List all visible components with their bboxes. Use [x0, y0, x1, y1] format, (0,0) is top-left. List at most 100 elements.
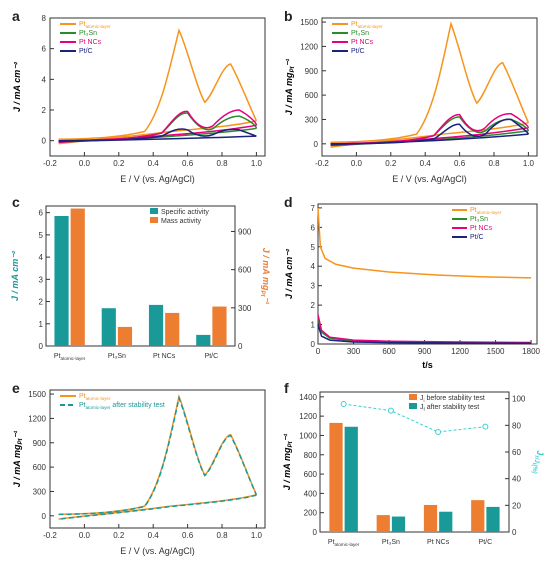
svg-text:-0.2: -0.2	[315, 159, 329, 168]
svg-text:0: 0	[316, 347, 321, 356]
svg-text:1200: 1200	[451, 347, 469, 356]
svg-text:8: 8	[42, 14, 47, 23]
svg-text:1400: 1400	[299, 393, 317, 402]
svg-text:0.4: 0.4	[148, 531, 160, 540]
svg-text:Pt NCs: Pt NCs	[427, 539, 450, 546]
svg-text:Pt NCs: Pt NCs	[153, 353, 176, 360]
svg-text:1: 1	[39, 320, 44, 329]
svg-text:900: 900	[418, 347, 432, 356]
svg-text:0: 0	[39, 342, 44, 351]
svg-text:600: 600	[238, 266, 252, 275]
svg-text:0: 0	[42, 512, 47, 521]
svg-text:5: 5	[39, 231, 44, 240]
svg-text:900: 900	[305, 67, 319, 76]
svg-text:900: 900	[33, 439, 47, 448]
svg-text:J / mA cm⁻²: J / mA cm⁻²	[284, 248, 294, 299]
svg-text:4: 4	[39, 253, 44, 262]
panel-f-label: f	[284, 380, 289, 396]
svg-text:0.0: 0.0	[79, 159, 91, 168]
svg-text:300: 300	[347, 347, 361, 356]
svg-text:0.0: 0.0	[79, 531, 91, 540]
svg-text:0.8: 0.8	[216, 159, 228, 168]
chart-b: -0.20.00.20.40.60.81.0E / V (vs. Ag/AgCl…	[280, 8, 545, 186]
panel-a: a -0.20.00.20.40.60.81.0E / V (vs. Ag/Ag…	[8, 8, 274, 188]
svg-text:Pt/C: Pt/C	[79, 48, 93, 55]
svg-text:1000: 1000	[299, 431, 317, 440]
svg-text:300: 300	[33, 487, 47, 496]
svg-text:Jr/Ji(%): Jr/Ji(%)	[531, 450, 545, 473]
svg-text:0.6: 0.6	[454, 159, 466, 168]
chart-f: 0200400600800100012001400020406080100J /…	[280, 380, 545, 558]
svg-text:Pt/C: Pt/C	[351, 48, 365, 55]
svg-text:E / V (vs. Ag/AgCl): E / V (vs. Ag/AgCl)	[392, 174, 467, 184]
svg-text:1200: 1200	[300, 42, 318, 51]
svg-text:Pt₃Sn: Pt₃Sn	[382, 539, 400, 546]
chart-e: -0.20.00.20.40.60.81.0E / V (vs. Ag/AgCl…	[8, 380, 273, 558]
svg-text:Ptatomic-layer after stability: Ptatomic-layer after stability test	[79, 402, 165, 410]
svg-text:J / mA cm⁻²: J / mA cm⁻²	[12, 61, 22, 112]
svg-text:0.2: 0.2	[113, 159, 125, 168]
svg-text:800: 800	[304, 451, 318, 460]
svg-text:J / mA cm⁻²: J / mA cm⁻²	[10, 250, 20, 301]
svg-text:Pt/C: Pt/C	[470, 234, 484, 241]
svg-text:0: 0	[313, 528, 318, 537]
svg-text:J / mA mgPt⁻¹: J / mA mgPt⁻¹	[259, 248, 271, 304]
svg-text:0.4: 0.4	[420, 159, 432, 168]
svg-text:0.8: 0.8	[488, 159, 500, 168]
svg-text:Ptatomic-layer: Ptatomic-layer	[470, 207, 502, 215]
panel-a-label: a	[12, 8, 20, 24]
svg-text:1500: 1500	[28, 390, 46, 399]
svg-text:1: 1	[311, 321, 316, 330]
svg-text:Specific activity: Specific activity	[161, 209, 209, 216]
svg-text:Ptatomic-layer: Ptatomic-layer	[79, 393, 111, 401]
svg-text:0.4: 0.4	[148, 159, 160, 168]
svg-text:0: 0	[42, 137, 47, 146]
svg-text:20: 20	[512, 501, 521, 510]
svg-text:Pt/C: Pt/C	[479, 539, 493, 546]
svg-text:J / mA mgPt⁻¹: J / mA mgPt⁻¹	[282, 434, 294, 490]
svg-text:0: 0	[238, 342, 243, 351]
svg-text:400: 400	[304, 489, 318, 498]
svg-text:Mass activity: Mass activity	[161, 218, 202, 225]
svg-text:0.6: 0.6	[182, 531, 194, 540]
svg-text:2: 2	[42, 106, 47, 115]
svg-text:1200: 1200	[299, 412, 317, 421]
panel-e: e -0.20.00.20.40.60.81.0E / V (vs. Ag/Ag…	[8, 380, 274, 560]
svg-text:Jf after stability test: Jf after stability test	[420, 404, 479, 412]
svg-text:600: 600	[305, 91, 319, 100]
svg-text:2: 2	[39, 298, 44, 307]
svg-text:Pt₃Sn: Pt₃Sn	[470, 216, 488, 223]
svg-text:3: 3	[39, 275, 44, 284]
svg-text:40: 40	[512, 475, 521, 484]
svg-text:Ptatomic-layer: Ptatomic-layer	[351, 21, 383, 29]
svg-text:0.2: 0.2	[385, 159, 397, 168]
svg-text:80: 80	[512, 421, 521, 430]
svg-text:100: 100	[512, 395, 526, 404]
svg-text:600: 600	[382, 347, 396, 356]
svg-text:Ji before stability test: Ji before stability test	[420, 395, 485, 403]
panel-e-label: e	[12, 380, 20, 396]
svg-text:1.0: 1.0	[523, 159, 535, 168]
panel-c: c 01234560300600900J / mA cm⁻²J / mA mgP…	[8, 194, 274, 374]
panel-c-label: c	[12, 194, 20, 210]
svg-text:0: 0	[512, 528, 517, 537]
svg-text:1.0: 1.0	[251, 531, 263, 540]
svg-text:1500: 1500	[487, 347, 505, 356]
svg-text:300: 300	[305, 115, 319, 124]
panel-d: d 0300600900120015001800t/s01234567J / m…	[280, 194, 546, 374]
svg-text:t/s: t/s	[422, 360, 433, 370]
svg-text:J / mA mgPt⁻¹: J / mA mgPt⁻¹	[12, 431, 24, 487]
svg-text:5: 5	[311, 243, 316, 252]
svg-text:4: 4	[42, 75, 47, 84]
svg-text:0.6: 0.6	[182, 159, 194, 168]
svg-text:Pt NCs: Pt NCs	[79, 39, 102, 46]
panel-b-label: b	[284, 8, 293, 24]
figure-grid: a -0.2 0.0 0.2 0.4 0.6 0.8 1.0 E / V (vs. Ag/Ag…	[8, 8, 546, 560]
svg-text:6: 6	[42, 45, 47, 54]
panel-d-label: d	[284, 194, 293, 210]
svg-text:3: 3	[311, 282, 316, 291]
svg-text:Pt₃Sn: Pt₃Sn	[108, 353, 126, 360]
svg-text:6: 6	[311, 223, 316, 232]
svg-text:Pt₃Sn: Pt₃Sn	[79, 30, 97, 37]
svg-text:Pt NCs: Pt NCs	[351, 39, 374, 46]
